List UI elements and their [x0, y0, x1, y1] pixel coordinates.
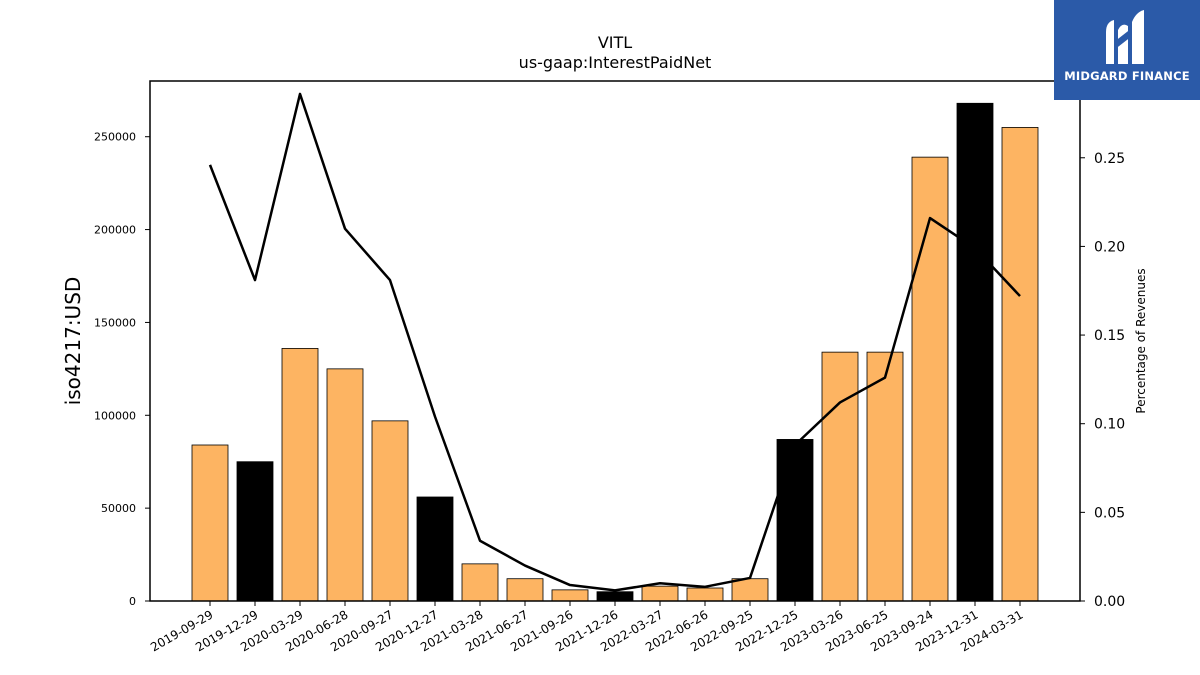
- y-tick-label: 0: [129, 595, 136, 608]
- chart-subtitle: us-gaap:InterestPaidNet: [519, 53, 712, 72]
- y-tick-label: 50000: [101, 502, 136, 515]
- y2-tick-label: 0.15: [1094, 328, 1125, 344]
- y-tick-label: 200000: [94, 224, 136, 237]
- bar-2023-06-25: [866, 351, 904, 602]
- bar-2024-03-31: [1001, 127, 1039, 602]
- y2-axis-label: Percentage of Revenues: [1134, 268, 1148, 413]
- line-group: [208, 92, 1021, 592]
- y2-ticks-group: 0.00 0.05 0.10 0.15 0.20 0.25: [1080, 151, 1125, 610]
- midgard-finance-logo: MIDGARD FINANCE: [1054, 0, 1200, 100]
- bar-2020-06-28: [326, 368, 364, 602]
- bar-2022-06-26: [686, 587, 724, 602]
- y2-tick-label: 0.00: [1094, 594, 1125, 610]
- midgard-m-icon: [1106, 10, 1144, 65]
- bar-2021-06-27: [506, 578, 544, 602]
- y-tick-label: 250000: [94, 131, 136, 144]
- bar-2023-09-24: [911, 156, 949, 602]
- y2-tick-label: 0.25: [1094, 151, 1125, 167]
- bar-2021-03-28: [461, 563, 499, 602]
- bar-2022-03-27: [641, 585, 679, 602]
- bar-2022-12-25: [776, 439, 814, 602]
- y-tick-label: 150000: [94, 316, 136, 329]
- bar-2019-12-29: [236, 461, 274, 602]
- chart-title: VITL: [598, 33, 632, 52]
- bar-2021-09-26: [551, 589, 589, 602]
- bar-2019-09-29: [191, 444, 229, 602]
- bar-2021-12-26: [596, 591, 634, 602]
- y2-tick-label: 0.10: [1094, 417, 1125, 433]
- bar-2020-09-27: [371, 420, 409, 602]
- percentage-line: [208, 92, 1021, 592]
- bar-2023-03-26: [821, 351, 859, 602]
- bars-group: [191, 102, 1039, 602]
- y-axis-label: iso4217:USD: [61, 277, 85, 406]
- y2-tick-label: 0.20: [1094, 239, 1125, 255]
- y-ticks-group: 0 50000 100000 150000 200000 250000: [94, 131, 150, 608]
- bar-2020-03-29: [281, 348, 319, 602]
- y2-tick-label: 0.05: [1094, 505, 1125, 521]
- logo-text: MIDGARD FINANCE: [1064, 69, 1190, 83]
- y-tick-label: 100000: [94, 409, 136, 422]
- bar-2022-09-25: [731, 578, 769, 602]
- bar-2023-12-31: [956, 102, 994, 602]
- x-ticks-group: 2019-09-292019-12-292020-03-292020-06-28…: [148, 601, 1026, 654]
- bar-2020-12-27: [416, 496, 454, 602]
